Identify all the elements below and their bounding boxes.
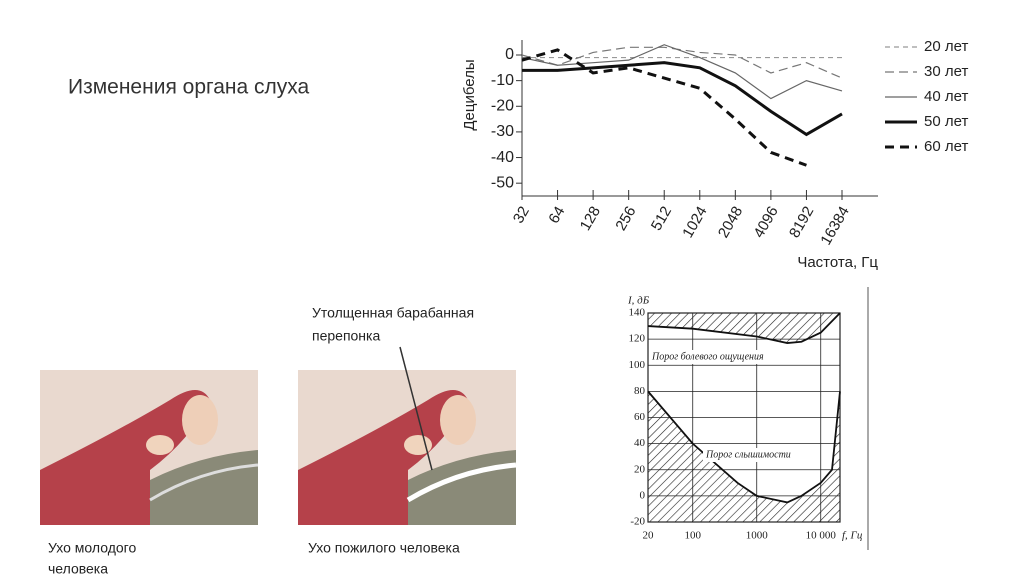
y-axis-label: Децибелы xyxy=(461,59,478,130)
x-tick-label: 256 xyxy=(612,203,639,233)
caption: Ухо молодого xyxy=(48,540,136,556)
curve-label: Порог слышимости xyxy=(705,449,791,460)
legend-label: 60 лет xyxy=(924,138,968,155)
legend-label: 30 лет xyxy=(924,63,968,80)
x-tick-label: 10 000 xyxy=(806,530,837,542)
series-line xyxy=(521,44,843,100)
y-tick-label: 100 xyxy=(629,359,646,371)
y-tick-label: -20 xyxy=(630,516,645,528)
y-tick-label: 120 xyxy=(629,333,646,345)
caption: перепонка xyxy=(312,328,380,344)
y-tick-label: 80 xyxy=(634,385,646,397)
legend-label: 50 лет xyxy=(924,113,968,130)
x-tick-label: 1000 xyxy=(746,530,769,542)
y-tick-label: 40 xyxy=(634,437,646,449)
curve-label: Порог болевого ощущения xyxy=(651,351,764,362)
x-axis-label: f, Гц xyxy=(842,530,863,542)
label-bg xyxy=(649,350,775,364)
x-tick-label: 8192 xyxy=(786,203,817,240)
legend-label: 40 лет xyxy=(924,88,968,105)
hatched-area xyxy=(648,391,840,522)
x-tick-label: 16384 xyxy=(817,203,853,248)
caption: Утолщенная барабанная xyxy=(312,305,474,321)
x-tick-label: 1024 xyxy=(679,203,710,240)
x-tick-label: 64 xyxy=(545,203,568,226)
series-line xyxy=(522,61,843,137)
y-tick-label: -10 xyxy=(491,72,514,89)
y-axis-label: I, дБ xyxy=(627,295,650,307)
x-axis-label: Частота, Гц xyxy=(797,254,878,271)
hatched-area xyxy=(648,313,840,344)
y-tick-label: 0 xyxy=(505,46,514,63)
y-tick-label: 60 xyxy=(634,411,646,423)
x-tick-label: 20 xyxy=(643,530,655,542)
ear-old xyxy=(298,346,517,525)
threshold-curve xyxy=(647,312,841,344)
y-tick-label: -30 xyxy=(491,123,514,140)
x-tick-label: 512 xyxy=(648,203,675,233)
x-tick-label: 2048 xyxy=(715,203,746,240)
y-tick-label: 140 xyxy=(629,307,646,319)
y-tick-label: -20 xyxy=(491,97,514,114)
x-tick-label: 100 xyxy=(684,530,701,542)
slide-title: Изменения органа слуха xyxy=(68,76,310,99)
x-tick-label: 32 xyxy=(510,203,533,226)
label-bg xyxy=(703,448,793,462)
y-tick-label: -40 xyxy=(491,149,514,166)
caption: человека xyxy=(48,561,108,574)
y-tick-label: -50 xyxy=(491,174,514,191)
legend-label: 20 лет xyxy=(924,38,968,55)
x-tick-label: 4096 xyxy=(750,203,781,240)
y-tick-label: 0 xyxy=(640,489,646,501)
ear-young xyxy=(40,370,259,525)
series-line xyxy=(521,46,843,79)
y-tick-label: 20 xyxy=(634,463,646,475)
caption: Ухо пожилого человека xyxy=(308,540,460,556)
threshold-chart: 140 120 100 80 60 40 20 0 -20 20 100 1000 10 000 Поро… xyxy=(627,287,869,550)
x-tick-label: 128 xyxy=(577,203,604,233)
series-line xyxy=(521,48,807,167)
